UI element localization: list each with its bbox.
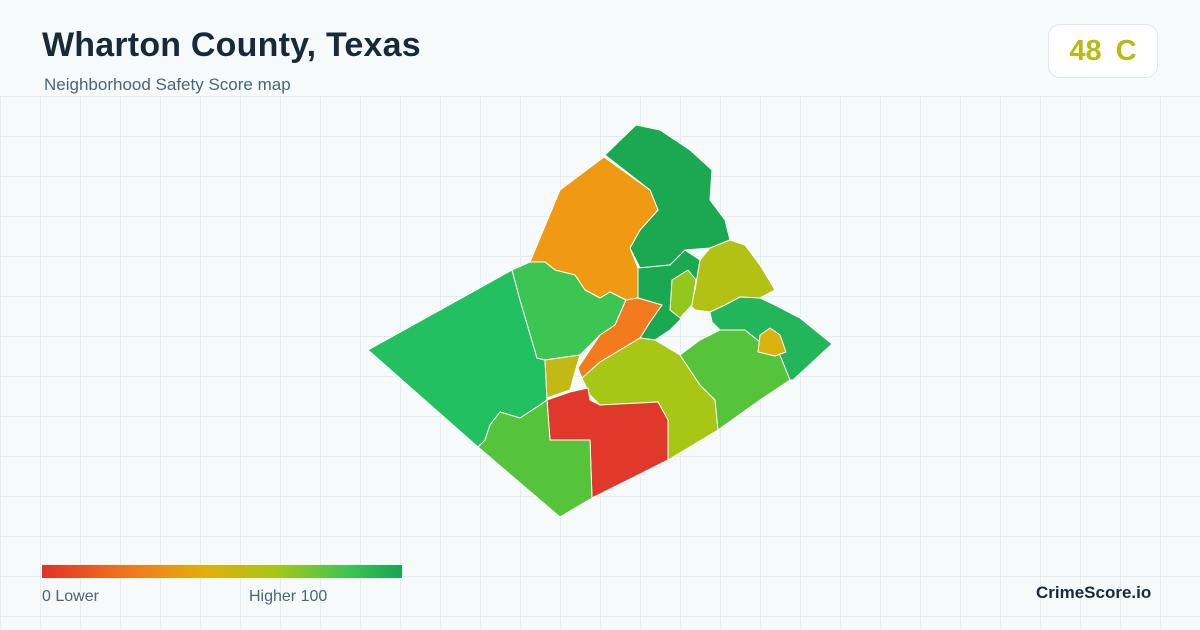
southwest-region[interactable] xyxy=(477,399,593,518)
score-grade: C xyxy=(1115,34,1137,67)
legend-low-label: 0 Lower xyxy=(42,588,99,605)
header xyxy=(0,0,1200,96)
page-subtitle: Neighborhood Safety Score map xyxy=(44,75,291,94)
legend-high-label: Higher 100 xyxy=(249,588,328,605)
score-badge: 48 C xyxy=(1048,24,1158,78)
legend-gradient-bar xyxy=(42,565,402,578)
east-small-yellow-region[interactable] xyxy=(757,327,787,357)
central-west-region[interactable] xyxy=(511,261,627,361)
small-yellow-region[interactable] xyxy=(544,354,581,399)
tiny-green-region[interactable] xyxy=(669,269,697,319)
page-title: Wharton County, Texas xyxy=(42,26,421,64)
score-value: 48 xyxy=(1069,34,1102,67)
brand-logo-text[interactable]: CrimeScore.io xyxy=(1036,583,1152,602)
